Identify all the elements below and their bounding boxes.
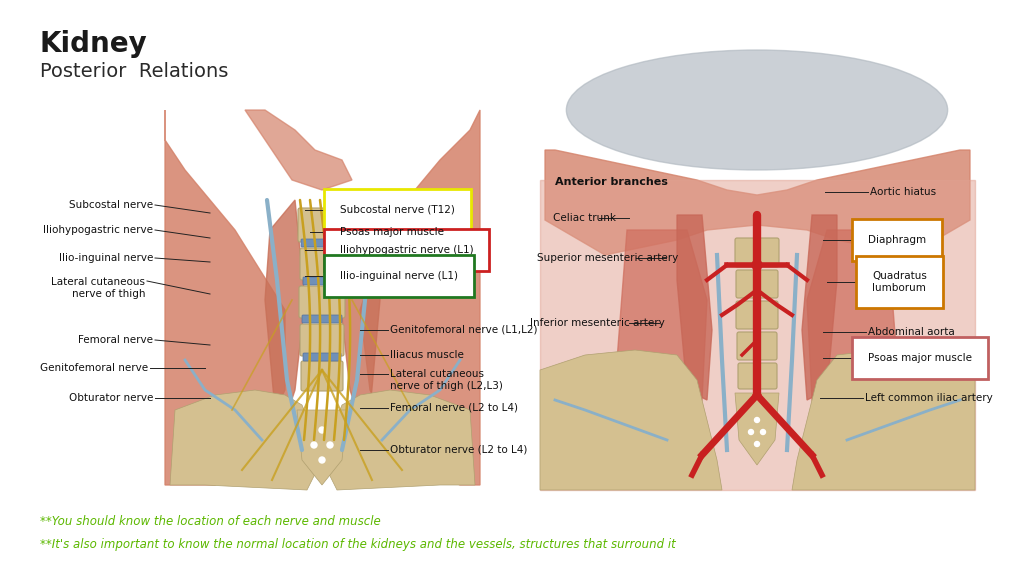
FancyBboxPatch shape <box>738 363 777 389</box>
Text: Iliohypogastric nerve (L1): Iliohypogastric nerve (L1) <box>340 245 474 255</box>
FancyBboxPatch shape <box>302 315 342 323</box>
Ellipse shape <box>566 50 947 170</box>
FancyBboxPatch shape <box>303 353 341 361</box>
Polygon shape <box>807 230 897 450</box>
Polygon shape <box>540 180 975 490</box>
Polygon shape <box>617 230 707 450</box>
Polygon shape <box>165 110 285 485</box>
FancyBboxPatch shape <box>300 324 344 356</box>
Text: Superior mesenteric artery: Superior mesenteric artery <box>537 253 678 263</box>
Text: Subcostal nerve: Subcostal nerve <box>69 200 153 210</box>
Text: Anterior branches: Anterior branches <box>555 177 668 187</box>
Circle shape <box>752 260 762 270</box>
Circle shape <box>319 457 325 463</box>
Text: Iliacus muscle: Iliacus muscle <box>390 350 464 360</box>
FancyBboxPatch shape <box>301 361 343 391</box>
Text: Kidney: Kidney <box>40 30 147 58</box>
Polygon shape <box>245 110 352 190</box>
Text: Subcostal nerve (T12): Subcostal nerve (T12) <box>340 205 455 215</box>
Text: Left common iliac artery: Left common iliac artery <box>865 393 992 403</box>
Text: Aortic hiatus: Aortic hiatus <box>870 187 936 197</box>
Polygon shape <box>170 390 322 490</box>
Text: Posterior  Relations: Posterior Relations <box>40 62 228 81</box>
Text: Genitofemoral nerve (L1,L2): Genitofemoral nerve (L1,L2) <box>390 325 538 335</box>
FancyBboxPatch shape <box>299 286 345 318</box>
FancyBboxPatch shape <box>525 100 990 490</box>
Polygon shape <box>545 150 970 255</box>
FancyBboxPatch shape <box>736 270 778 298</box>
Text: Femoral nerve: Femoral nerve <box>78 335 153 345</box>
Circle shape <box>761 430 766 434</box>
Polygon shape <box>792 350 975 490</box>
Text: Inferior mesenteric artery: Inferior mesenteric artery <box>530 318 665 328</box>
Text: Diaphragm: Diaphragm <box>868 235 926 245</box>
Text: Lateral cutaneous
nerve of thigh (L2,L3): Lateral cutaneous nerve of thigh (L2,L3) <box>390 369 503 391</box>
FancyBboxPatch shape <box>737 332 777 360</box>
Text: Obturator nerve: Obturator nerve <box>69 393 153 403</box>
FancyBboxPatch shape <box>735 238 779 267</box>
Text: Ilio-inguinal nerve: Ilio-inguinal nerve <box>58 253 153 263</box>
Text: Lateral cutaneous
nerve of thigh: Lateral cutaneous nerve of thigh <box>51 277 145 299</box>
Polygon shape <box>340 200 380 420</box>
Polygon shape <box>360 110 480 485</box>
Polygon shape <box>802 215 837 400</box>
Circle shape <box>755 441 760 446</box>
FancyBboxPatch shape <box>303 277 341 285</box>
Text: **You should know the location of each nerve and muscle: **You should know the location of each n… <box>40 515 381 528</box>
Circle shape <box>327 442 333 448</box>
Text: Obturator nerve (L2 to L4): Obturator nerve (L2 to L4) <box>390 445 527 455</box>
Text: Abdominal aorta: Abdominal aorta <box>868 327 954 337</box>
Polygon shape <box>297 410 347 485</box>
Circle shape <box>311 442 317 448</box>
Text: Quadratus
lumborum: Quadratus lumborum <box>872 271 927 293</box>
FancyBboxPatch shape <box>298 208 346 242</box>
Circle shape <box>749 430 754 434</box>
FancyBboxPatch shape <box>300 248 344 280</box>
Polygon shape <box>265 200 305 420</box>
FancyBboxPatch shape <box>155 100 490 490</box>
Polygon shape <box>322 390 475 490</box>
Text: Genitofemoral nerve: Genitofemoral nerve <box>40 363 148 373</box>
Circle shape <box>755 418 760 423</box>
Text: **It's also important to know the normal location of the kidneys and the vessels: **It's also important to know the normal… <box>40 538 676 551</box>
FancyBboxPatch shape <box>736 301 778 329</box>
Polygon shape <box>735 393 779 465</box>
Text: Celiac trunk: Celiac trunk <box>553 213 616 223</box>
Text: Psoas major muscle: Psoas major muscle <box>868 353 972 363</box>
Text: Iliohypogastric nerve: Iliohypogastric nerve <box>43 225 153 235</box>
Text: Ilio-inguinal nerve (L1): Ilio-inguinal nerve (L1) <box>340 271 458 281</box>
Text: Psoas major muscle: Psoas major muscle <box>340 227 444 237</box>
Text: Femoral nerve (L2 to L4): Femoral nerve (L2 to L4) <box>390 403 518 413</box>
Circle shape <box>319 427 325 433</box>
Polygon shape <box>540 350 722 490</box>
FancyBboxPatch shape <box>301 239 343 247</box>
Polygon shape <box>677 215 712 400</box>
